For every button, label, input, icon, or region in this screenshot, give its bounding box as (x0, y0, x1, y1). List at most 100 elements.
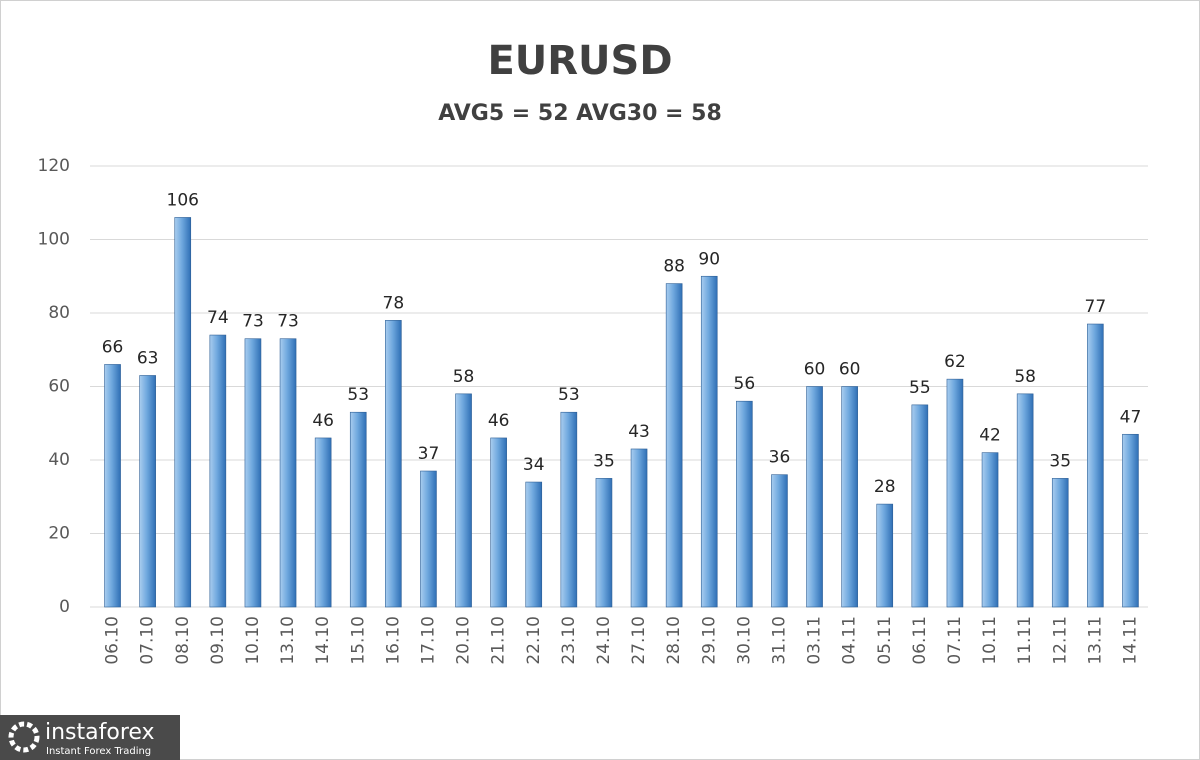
value-label: 60 (839, 360, 861, 380)
x-tick-label: 07.11 (945, 616, 965, 665)
value-label: 42 (979, 426, 1001, 446)
x-tick-label: 11.11 (1015, 616, 1035, 665)
bar (806, 386, 823, 608)
bar (349, 411, 367, 608)
bar (244, 338, 262, 608)
bar (630, 448, 648, 608)
x-tick-label: 17.10 (418, 616, 438, 665)
value-label: 35 (1049, 451, 1071, 471)
bar (455, 393, 472, 608)
logo-background (0, 715, 180, 760)
x-tick-label: 13.10 (278, 616, 298, 665)
bar (490, 437, 507, 608)
x-tick-label: 22.10 (524, 616, 544, 665)
bar (595, 478, 613, 608)
x-tick-label: 13.11 (1085, 616, 1105, 665)
bar (560, 411, 578, 608)
value-label: 47 (1120, 407, 1142, 427)
logo-tagline: Instant Forex Trading (46, 746, 151, 757)
bar (1051, 478, 1069, 608)
bar (420, 470, 437, 608)
bar (771, 474, 788, 608)
value-label: 58 (1014, 367, 1036, 387)
value-label: 90 (698, 249, 720, 269)
y-tick-label: 120 (38, 156, 70, 176)
value-label: 73 (277, 312, 299, 332)
value-label: 46 (312, 411, 334, 431)
bar (314, 437, 332, 608)
x-tick-label: 06.11 (910, 616, 930, 665)
x-tick-label: 07.10 (138, 616, 158, 665)
y-tick-label: 40 (48, 450, 70, 470)
value-label: 53 (558, 385, 580, 405)
bar (665, 283, 683, 608)
value-label: 77 (1085, 297, 1107, 317)
bar (911, 404, 929, 608)
chart-subtitle: AVG5 = 52 AVG30 = 58 (438, 101, 722, 126)
x-tick-label: 10.11 (980, 616, 1000, 665)
x-tick-label: 09.10 (208, 616, 228, 665)
y-tick-label: 0 (59, 597, 70, 617)
value-label: 78 (383, 293, 405, 313)
x-tick-label: 29.10 (699, 616, 719, 665)
x-tick-label: 10.10 (243, 616, 263, 665)
x-tick-label: 05.11 (875, 616, 895, 665)
bar (525, 481, 543, 608)
y-tick-label: 60 (48, 377, 70, 397)
bar (876, 503, 894, 608)
bar (174, 217, 192, 608)
logo: instaforex Instant Forex Trading (0, 715, 180, 760)
bar (946, 378, 964, 608)
bar (700, 275, 718, 608)
value-label: 34 (523, 455, 545, 475)
x-tick-label: 03.11 (805, 616, 825, 665)
plot-area: 0 20 40 60 80 100 120 06.10 66 07.10 63 08.10 106 09.… (38, 156, 1148, 665)
y-tick-label: 80 (48, 303, 70, 323)
logo-brand: instaforex (45, 720, 155, 745)
value-label: 36 (769, 448, 791, 468)
value-label: 53 (347, 385, 369, 405)
x-tick-label: 21.10 (489, 616, 509, 665)
y-tick-label: 100 (38, 230, 70, 250)
x-tick-label: 20.10 (454, 616, 474, 665)
value-label: 66 (102, 337, 124, 357)
x-tick-label: 30.10 (734, 616, 754, 665)
x-tick-label: 14.10 (313, 616, 333, 665)
value-label: 106 (167, 190, 199, 210)
value-label: 37 (418, 444, 440, 464)
value-label: 43 (628, 422, 650, 442)
x-tick-label: 04.11 (840, 616, 860, 665)
bar (385, 320, 402, 608)
value-label: 46 (488, 411, 510, 431)
x-tick-label: 24.10 (594, 616, 614, 665)
logo-icon (8, 721, 40, 753)
x-tick-label: 06.10 (103, 616, 123, 665)
bar (736, 400, 753, 608)
x-tick-label: 12.11 (1050, 616, 1070, 665)
value-label: 63 (137, 348, 159, 368)
x-tick-label: 14.11 (1120, 616, 1140, 665)
value-label: 88 (663, 257, 685, 277)
value-label: 56 (734, 374, 756, 394)
value-label: 74 (207, 308, 229, 328)
bar (1087, 323, 1104, 608)
bar (841, 386, 858, 608)
bar (209, 334, 227, 608)
value-label: 62 (944, 352, 966, 372)
x-tick-label: 27.10 (629, 616, 649, 665)
bar (981, 452, 999, 608)
bar (1016, 393, 1034, 608)
chart-title: EURUSD (487, 38, 672, 84)
x-tick-label: 16.10 (383, 616, 403, 665)
bar (1122, 433, 1139, 608)
x-tick-label: 08.10 (173, 616, 193, 665)
value-label: 55 (909, 378, 931, 398)
value-label: 60 (804, 360, 826, 380)
bar (104, 364, 121, 608)
y-tick-label: 20 (48, 524, 70, 544)
x-tick-label: 31.10 (769, 616, 789, 665)
value-label: 58 (453, 367, 475, 387)
bar (139, 375, 156, 608)
